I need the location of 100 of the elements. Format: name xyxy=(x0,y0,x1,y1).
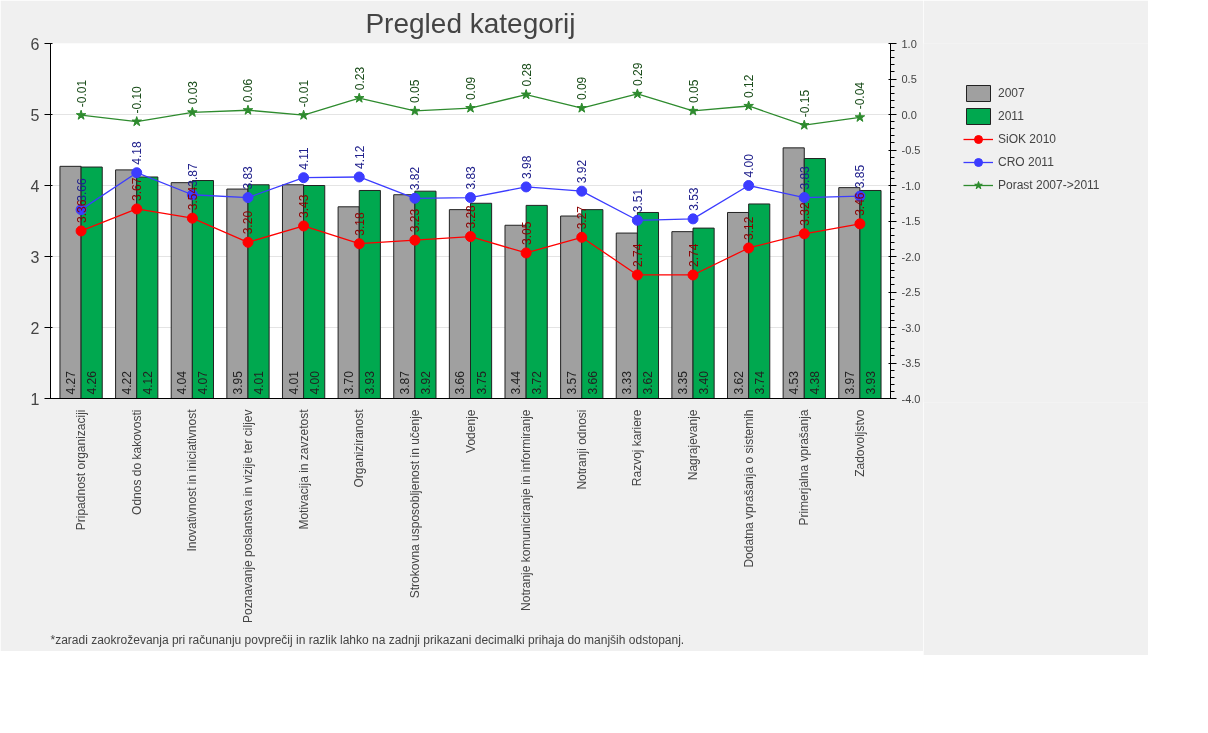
x-tick-label: Inovativnost in iniciativnost xyxy=(185,408,200,552)
y2-tick-label: -2.0 xyxy=(901,250,921,263)
y2-tick-label: -3.0 xyxy=(901,321,921,334)
x-tick-label: Notranje komuniciranje in informiranje xyxy=(519,409,534,611)
data-label: 3.85 xyxy=(853,164,868,189)
data-label: 3.97 xyxy=(842,370,857,395)
point xyxy=(465,102,476,113)
x-tick-label: Razvoj kariere xyxy=(630,409,645,487)
x-tick-label: Notranji odnosi xyxy=(574,409,589,490)
data-label: 0.03 xyxy=(185,80,200,105)
legend-label: 2007 xyxy=(998,86,1025,100)
data-label: 3.23 xyxy=(408,208,423,233)
point xyxy=(743,180,755,191)
point xyxy=(353,171,365,183)
x-tick-label: Zadovoljstvo xyxy=(852,409,867,477)
point xyxy=(576,102,588,113)
data-label: 4.27 xyxy=(64,370,79,395)
data-label: 3.74 xyxy=(752,370,767,395)
data-label: 3.18 xyxy=(352,212,367,236)
data-label: 2.74 xyxy=(686,243,701,267)
x-tick-label: Vodenje xyxy=(463,409,478,453)
data-label: 3.44 xyxy=(509,370,524,395)
point xyxy=(465,192,476,204)
point xyxy=(131,116,142,127)
legend-label: 2011 xyxy=(998,109,1024,123)
y-tick-label: 2 xyxy=(30,319,40,337)
data-label: 3.92 xyxy=(575,159,590,184)
point xyxy=(353,238,365,250)
point xyxy=(687,269,699,281)
point xyxy=(409,192,421,204)
point xyxy=(799,119,810,130)
data-label: 3.43 xyxy=(297,194,312,218)
x-tick-label: Strokovna usposobljenost in učenje xyxy=(407,409,422,599)
data-label: 3.70 xyxy=(342,370,357,395)
data-label: 4.07 xyxy=(196,370,211,395)
data-label: 3.75 xyxy=(474,370,489,395)
y2-tick-label: 0.0 xyxy=(901,108,917,121)
point xyxy=(75,109,87,120)
y2-tick-label: -0.5 xyxy=(901,144,921,156)
point xyxy=(576,185,588,197)
data-label: 3.87 xyxy=(185,163,200,187)
x-tick-label: Poznavanje poslanstva in vizije ter ciljev xyxy=(240,409,255,623)
point xyxy=(409,234,421,246)
data-label: 3.66 xyxy=(74,177,89,202)
point xyxy=(798,192,810,204)
data-label: 3.87 xyxy=(397,370,412,395)
y-tick-label: 3 xyxy=(30,248,40,266)
point xyxy=(298,109,309,120)
point xyxy=(576,231,588,243)
data-label: 3.62 xyxy=(641,370,656,395)
point xyxy=(186,212,198,224)
data-label: 3.36 xyxy=(74,199,89,223)
data-label: 4.11 xyxy=(297,146,312,170)
data-label: 3.53 xyxy=(686,187,701,211)
legend-label: Porast 2007->2011 xyxy=(998,178,1100,192)
x-tick-label: Organiziranost xyxy=(352,408,367,488)
data-label: 4.53 xyxy=(787,370,802,395)
y2-tick-label: -2.5 xyxy=(901,286,921,298)
data-label: 3.12 xyxy=(742,216,757,240)
y-tick-label: 5 xyxy=(30,106,40,124)
data-label: 3.66 xyxy=(585,370,600,395)
point xyxy=(631,269,643,281)
data-label: 0.05 xyxy=(686,79,701,103)
data-label: 3.51 xyxy=(630,188,645,213)
point xyxy=(242,104,254,115)
data-label: 3.98 xyxy=(519,155,534,179)
x-tick-label: Pripadnost organizaciji xyxy=(74,409,89,531)
data-label: 3.83 xyxy=(464,165,478,190)
point xyxy=(854,218,866,230)
data-label: 4.12 xyxy=(352,145,367,169)
data-label: 3.05 xyxy=(519,221,534,245)
data-label: 2.74 xyxy=(630,243,645,267)
point xyxy=(242,192,254,204)
data-label: 4.00 xyxy=(307,370,322,395)
y2-tick-label: 0.5 xyxy=(901,73,917,85)
data-label: 3.82 xyxy=(408,166,423,191)
point xyxy=(798,228,810,240)
data-label: 4.00 xyxy=(742,153,757,178)
data-label: -0.01 xyxy=(297,79,312,108)
data-label: 3.93 xyxy=(863,370,878,395)
point xyxy=(131,167,143,179)
x-tick-label: Odnos do kakovosti xyxy=(129,409,144,515)
x-tick-label: Nagrajevanje xyxy=(686,409,701,481)
data-label: 0.12 xyxy=(742,74,757,98)
data-label: 4.01 xyxy=(286,370,301,395)
point xyxy=(353,92,365,103)
data-label: 3.72 xyxy=(530,370,545,395)
point xyxy=(298,220,310,232)
data-label: 3.27 xyxy=(575,205,590,230)
point xyxy=(743,100,754,111)
y-tick-label: 1 xyxy=(30,390,40,408)
data-label: 4.18 xyxy=(130,141,145,165)
data-label: 3.83 xyxy=(241,165,256,190)
point xyxy=(242,236,254,248)
data-label: 3.66 xyxy=(453,370,468,395)
data-label: 0.28 xyxy=(519,62,534,87)
data-label: 0.09 xyxy=(575,76,590,101)
text: *zaradi zaokroževanja pri računanju povprečij in razlik lahko na zadnji prikazani decimalki prihaja do manjših odstopanj. xyxy=(50,632,685,647)
data-label: 3.54 xyxy=(185,186,200,211)
data-label: 3.32 xyxy=(797,202,812,226)
